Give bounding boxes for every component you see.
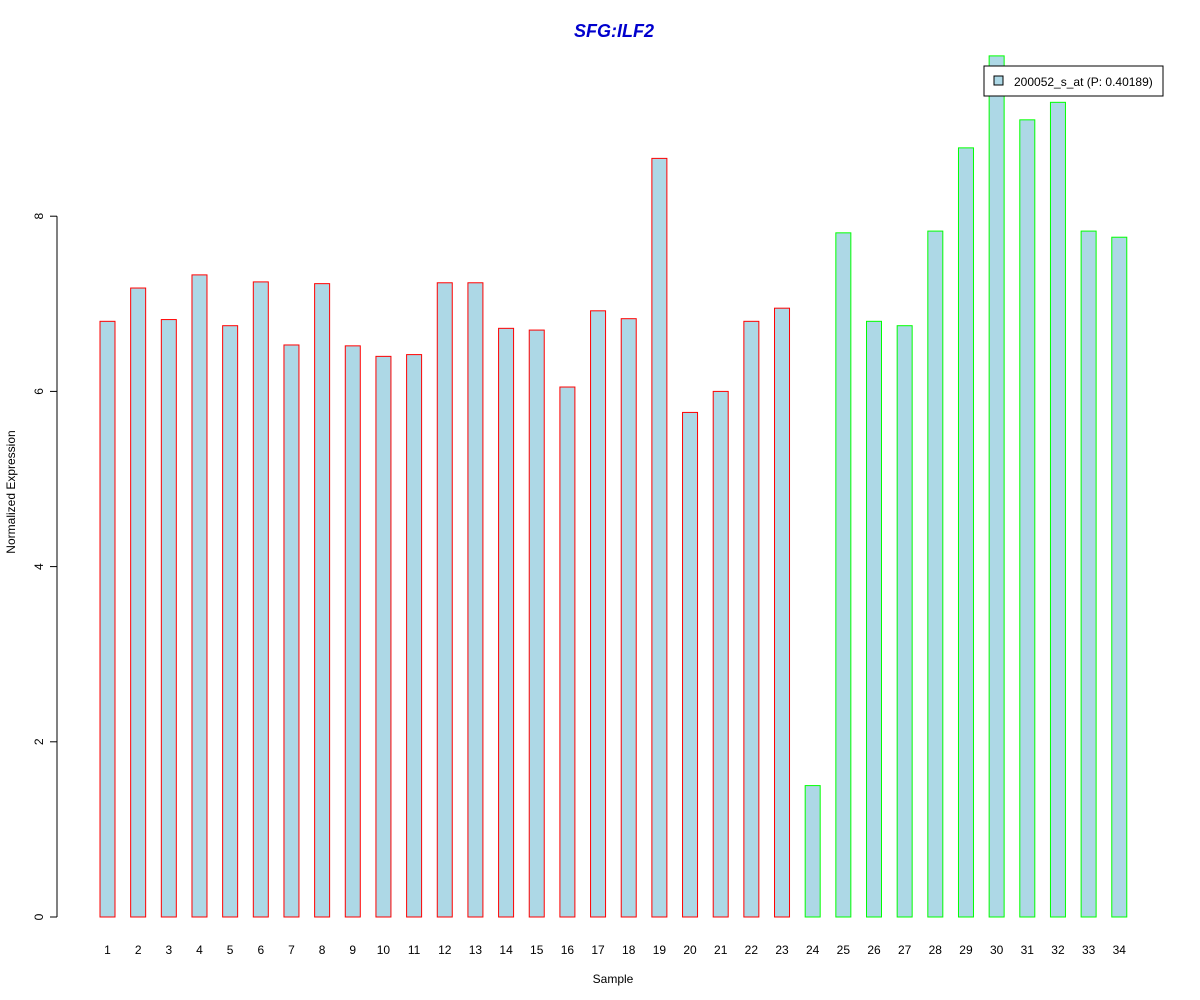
bar-14 — [498, 327, 515, 918]
x-tick-label-24: 24 — [806, 943, 820, 957]
bar-32 — [1049, 101, 1066, 918]
bar-11 — [406, 354, 423, 918]
bar-9 — [344, 345, 361, 918]
x-tick-label-17: 17 — [591, 943, 605, 957]
x-tick-label-18: 18 — [622, 943, 636, 957]
bar-19 — [651, 157, 668, 918]
bar-21 — [712, 390, 729, 918]
x-tick-label-5: 5 — [227, 943, 234, 957]
bar-24 — [804, 785, 821, 918]
bar-22 — [743, 320, 760, 918]
x-tick-label-7: 7 — [288, 943, 295, 957]
x-tick-label-27: 27 — [898, 943, 912, 957]
x-tick-label-8: 8 — [319, 943, 326, 957]
x-tick-label-31: 31 — [1021, 943, 1035, 957]
x-tick-label-19: 19 — [653, 943, 667, 957]
bar-26 — [866, 320, 882, 918]
bar-10 — [375, 355, 392, 918]
x-tick-label-14: 14 — [499, 943, 513, 957]
legend-box — [983, 65, 1164, 97]
x-tick-label-34: 34 — [1113, 943, 1127, 957]
bar-4 — [191, 274, 208, 918]
bar-25 — [835, 232, 852, 918]
y-axis-label: Normalized Expression — [4, 430, 18, 553]
x-tick-label-4: 4 — [196, 943, 203, 957]
x-tick-label-15: 15 — [530, 943, 544, 957]
x-tick-label-25: 25 — [837, 943, 851, 957]
x-tick-label-29: 29 — [959, 943, 973, 957]
legend-label: 200052_s_at (P: 0.40189) — [1014, 75, 1153, 89]
bar-34 — [1111, 236, 1128, 918]
x-tick-label-12: 12 — [438, 943, 452, 957]
x-tick-label-26: 26 — [867, 943, 881, 957]
bar-7 — [283, 344, 300, 918]
x-tick-label-32: 32 — [1051, 943, 1065, 957]
y-tick-label: 6 — [32, 388, 46, 395]
bar-12 — [436, 282, 453, 918]
bar-5 — [222, 325, 239, 918]
bar-20 — [682, 411, 699, 918]
y-axis: 0 2 4 6 8 — [32, 213, 58, 920]
bar-2 — [130, 287, 147, 918]
bar-8 — [314, 283, 331, 918]
x-tick-label-20: 20 — [683, 943, 697, 957]
bar-3 — [160, 319, 177, 918]
bar-6 — [252, 281, 269, 918]
x-axis-label: Sample — [593, 972, 634, 986]
y-tick-label: 4 — [32, 563, 46, 570]
x-tick-label-10: 10 — [377, 943, 391, 957]
x-tick-label-9: 9 — [349, 943, 356, 957]
bars-group — [99, 55, 1128, 918]
x-tick-label-1: 1 — [104, 943, 111, 957]
bar-27 — [896, 325, 913, 918]
x-tick-label-2: 2 — [135, 943, 142, 957]
bar-15 — [528, 329, 545, 918]
x-tick-label-11: 11 — [408, 943, 421, 957]
bar-33 — [1080, 230, 1097, 918]
legend: 200052_s_at (P: 0.40189) — [983, 65, 1164, 97]
bar-30 — [988, 55, 1005, 918]
x-tick-label-16: 16 — [561, 943, 575, 957]
legend-swatch — [993, 75, 1004, 86]
x-tick-label-3: 3 — [165, 943, 172, 957]
x-tick-label-33: 33 — [1082, 943, 1096, 957]
x-tick-label-28: 28 — [929, 943, 943, 957]
x-tick-label-22: 22 — [745, 943, 759, 957]
x-tick-labels: 1 2 3 4 5 6 7 8 9 10 11 12 13 14 15 16 17 18 19 20 21 22 23 24 2… — [104, 943, 1126, 957]
y-tick-label: 2 — [32, 738, 46, 745]
bar-18 — [620, 318, 637, 918]
y-tick-label: 0 — [32, 913, 46, 920]
chart-title: SFG:ILF2 — [574, 21, 654, 41]
x-tick-label-6: 6 — [257, 943, 264, 957]
bar-29 — [957, 147, 974, 918]
bar-28 — [927, 230, 944, 918]
bar-31 — [1019, 119, 1036, 918]
x-tick-label-30: 30 — [990, 943, 1004, 957]
bar-1 — [99, 320, 116, 918]
bar-23 — [774, 307, 791, 918]
bar-16 — [559, 386, 576, 918]
x-tick-label-13: 13 — [469, 943, 483, 957]
bar-13 — [467, 282, 484, 918]
x-tick-label-23: 23 — [775, 943, 789, 957]
x-tick-label-21: 21 — [714, 943, 728, 957]
bar-17 — [590, 310, 607, 918]
y-tick-label: 8 — [32, 213, 46, 220]
